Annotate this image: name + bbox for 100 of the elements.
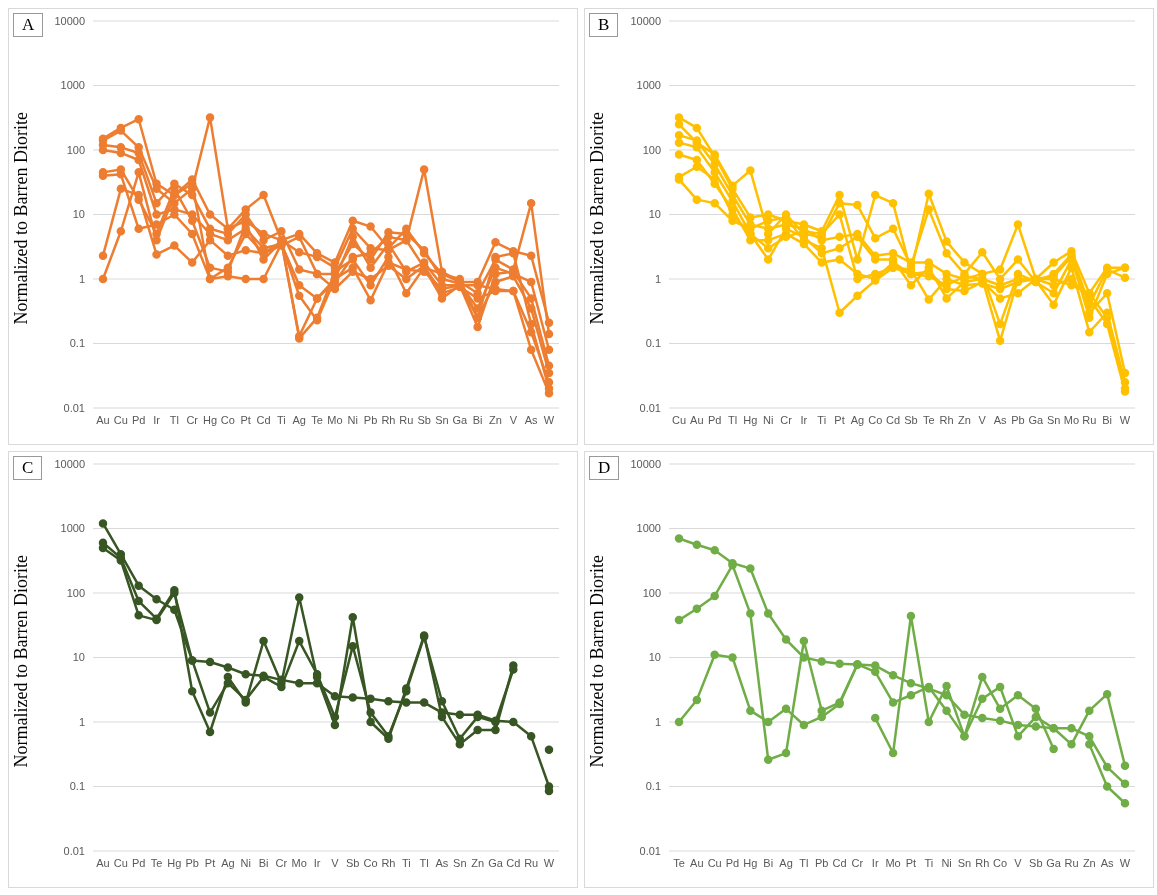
x-tick-label: Tl bbox=[169, 413, 179, 426]
y-tick-label: 10 bbox=[648, 651, 661, 664]
x-tick-label: Sn bbox=[435, 413, 449, 426]
x-tick-label: Sn bbox=[957, 856, 972, 869]
x-tick-label: Co bbox=[868, 413, 883, 426]
x-tick-label: W bbox=[1119, 413, 1131, 426]
x-tick-label: Ag bbox=[221, 856, 235, 869]
x-tick-label: Ag bbox=[779, 856, 793, 869]
x-tick-label: V bbox=[1014, 856, 1023, 869]
x-tick-label: Bi bbox=[1102, 413, 1113, 426]
x-tick-label: V bbox=[331, 856, 340, 869]
x-tick-label: Cu bbox=[707, 856, 722, 869]
x-tick-label: Co bbox=[363, 856, 378, 869]
x-tick-label: Tl bbox=[799, 856, 809, 869]
y-tick-label: 0.01 bbox=[639, 844, 661, 857]
x-tick-label: Pt bbox=[834, 413, 845, 426]
chart-title: C bbox=[13, 456, 43, 480]
x-tick-label: Tl bbox=[419, 856, 429, 869]
x-tick-label: Pb bbox=[363, 413, 378, 426]
y-axis-title: Normalized to Barren Diorite bbox=[587, 112, 608, 325]
x-tick-label: Ru bbox=[399, 413, 414, 426]
x-tick-label: Ti bbox=[401, 856, 411, 869]
x-tick-label: Sn bbox=[1046, 413, 1061, 426]
x-tick-label: Cu bbox=[113, 856, 128, 869]
x-tick-label: Ni bbox=[763, 413, 774, 426]
x-tick-label: Mo bbox=[885, 856, 901, 869]
x-tick-label: Ru bbox=[524, 856, 539, 869]
y-tick-label: 100 bbox=[66, 143, 85, 156]
x-tick-label: As bbox=[1100, 856, 1115, 869]
x-tick-label: Mo bbox=[327, 413, 343, 426]
y-tick-label: 1 bbox=[78, 272, 85, 285]
y-tick-label: 0.1 bbox=[645, 337, 661, 350]
x-tick-label: Bi bbox=[258, 856, 269, 869]
x-tick-label: Rh bbox=[975, 856, 990, 869]
y-tick-label: 1 bbox=[654, 272, 661, 285]
x-tick-label: Pb bbox=[185, 856, 199, 869]
x-tick-label: Pt bbox=[204, 856, 216, 869]
x-tick-label: As bbox=[435, 856, 449, 869]
x-tick-label: Ag bbox=[850, 413, 865, 426]
x-tick-label: Pd bbox=[725, 856, 740, 869]
x-tick-label: Co bbox=[993, 856, 1008, 869]
x-tick-label: Rh bbox=[381, 856, 396, 869]
x-tick-label: As bbox=[993, 413, 1008, 426]
y-tick-label: 0.1 bbox=[69, 337, 85, 350]
x-tick-label: Ni bbox=[240, 856, 251, 869]
chart-title: B bbox=[589, 13, 619, 37]
x-tick-label: Pb bbox=[814, 856, 829, 869]
y-tick-label: 0.1 bbox=[645, 780, 661, 793]
x-tick-label: Ga bbox=[1028, 413, 1045, 426]
x-tick-label: Zn bbox=[489, 413, 502, 426]
x-tick-label: Ni bbox=[347, 413, 358, 426]
chart-title: D bbox=[589, 456, 620, 480]
y-tick-label: 1 bbox=[78, 715, 85, 728]
x-tick-label: Cr bbox=[186, 413, 199, 426]
x-tick-label: Te bbox=[150, 856, 163, 869]
x-tick-label: Ni bbox=[941, 856, 952, 869]
y-tick-label: 0.01 bbox=[63, 844, 85, 857]
x-tick-label: Sb bbox=[346, 856, 360, 869]
x-tick-label: Pt bbox=[240, 413, 251, 426]
x-tick-label: Cr bbox=[780, 413, 793, 426]
x-tick-label: V bbox=[509, 413, 518, 426]
x-tick-label: Te bbox=[673, 856, 685, 869]
x-tick-label: Ti bbox=[817, 413, 827, 426]
y-tick-label: 100 bbox=[642, 143, 661, 156]
y-tick-label: 10 bbox=[72, 651, 85, 664]
y-tick-label: 1000 bbox=[636, 79, 661, 92]
y-tick-label: 0.01 bbox=[639, 401, 661, 414]
y-tick-label: 10 bbox=[72, 208, 85, 221]
x-tick-label: Mo bbox=[291, 856, 307, 869]
x-tick-label: Sn bbox=[453, 856, 467, 869]
x-tick-label: Te bbox=[922, 413, 935, 426]
x-tick-label: Ir bbox=[800, 413, 808, 426]
x-tick-label: Pb bbox=[1011, 413, 1025, 426]
x-tick-label: Cd bbox=[256, 413, 271, 426]
x-tick-label: Au bbox=[96, 413, 110, 426]
y-tick-label: 10000 bbox=[630, 457, 661, 470]
x-tick-label: Pt bbox=[905, 856, 917, 869]
y-tick-label: 0.01 bbox=[63, 401, 85, 414]
y-tick-label: 10000 bbox=[54, 457, 85, 470]
y-tick-label: 1000 bbox=[60, 522, 85, 535]
x-tick-label: Mo bbox=[1063, 413, 1080, 426]
y-tick-label: 1000 bbox=[60, 79, 85, 92]
x-tick-label: Ga bbox=[452, 413, 469, 426]
x-tick-label: W bbox=[543, 856, 555, 869]
x-tick-label: Pd bbox=[707, 413, 722, 426]
x-tick-label: Hg bbox=[743, 856, 758, 869]
x-tick-label: Hg bbox=[203, 413, 218, 426]
y-tick-label: 10000 bbox=[630, 14, 661, 27]
y-tick-label: 0.1 bbox=[69, 780, 85, 793]
x-tick-label: Ir bbox=[871, 856, 879, 869]
x-tick-label: Pd bbox=[131, 413, 146, 426]
x-tick-label: Cd bbox=[886, 413, 901, 426]
x-tick-label: Cr bbox=[275, 856, 288, 869]
x-tick-label: Zn bbox=[1082, 856, 1096, 869]
y-tick-label: 10 bbox=[648, 208, 661, 221]
x-tick-label: Ti bbox=[277, 413, 286, 426]
x-tick-label: Rh bbox=[381, 413, 396, 426]
y-axis-title: Normalized to Barren Diorite bbox=[587, 555, 608, 768]
x-tick-label: Ir bbox=[313, 856, 321, 869]
x-tick-label: Cd bbox=[506, 856, 521, 869]
